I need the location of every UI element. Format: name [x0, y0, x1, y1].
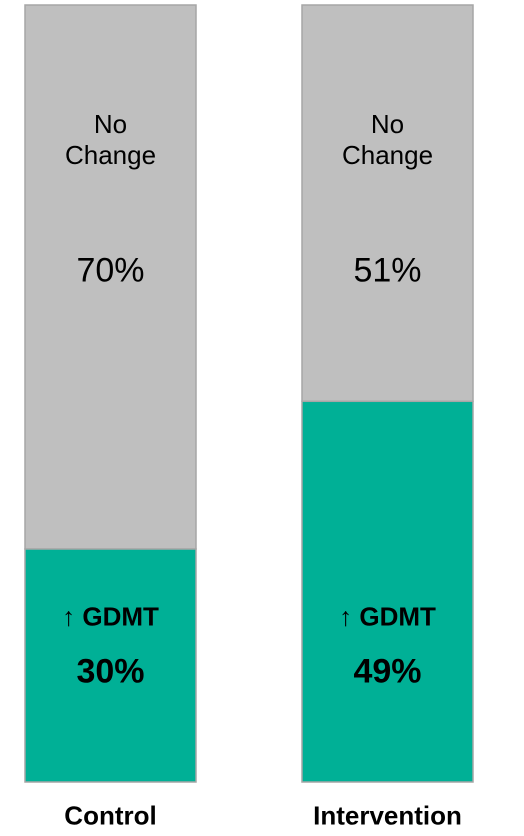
- x-tick-label: Control: [64, 800, 157, 831]
- segment-label: ↑ GDMT: [339, 601, 436, 632]
- x-tick-label: Intervention: [313, 800, 462, 831]
- value-label: 70%: [76, 251, 145, 290]
- segment-label: ↑ GDMT: [62, 601, 159, 632]
- value-label: 30%: [76, 652, 145, 691]
- segment-label: No Change: [341, 108, 434, 170]
- bar-segment: [24, 4, 197, 550]
- value-label: 49%: [353, 652, 422, 691]
- segment-label: No Change: [64, 108, 157, 170]
- bar-segment: [301, 400, 474, 783]
- value-label: 51%: [353, 251, 422, 290]
- bar-segment: [301, 4, 474, 403]
- bar-segment: [24, 548, 197, 783]
